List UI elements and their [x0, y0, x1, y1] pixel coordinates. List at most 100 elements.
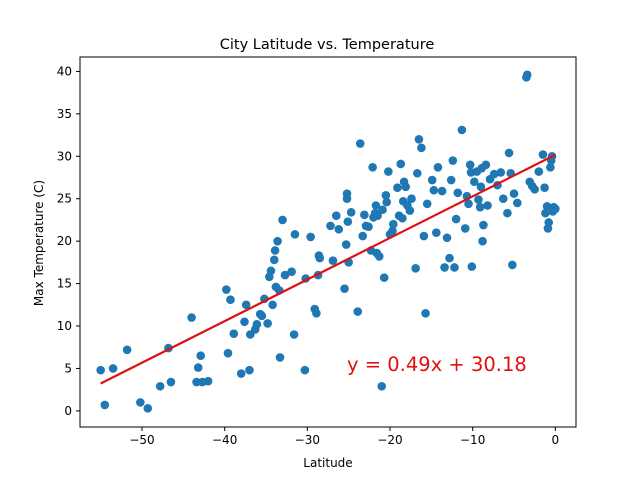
data-point — [442, 233, 452, 243]
data-point — [479, 220, 488, 230]
y-tick-label: 30 — [57, 149, 72, 163]
data-point — [422, 199, 432, 209]
data-point — [203, 376, 213, 386]
x-tick-label: 0 — [552, 433, 560, 447]
data-point — [241, 300, 251, 310]
data-point — [407, 194, 416, 204]
data-point — [530, 185, 539, 194]
data-point — [268, 300, 277, 310]
data-point — [269, 255, 279, 265]
data-point — [263, 319, 272, 328]
data-point — [419, 231, 429, 241]
data-point — [245, 365, 254, 375]
data-point — [440, 263, 449, 272]
data-point — [278, 215, 287, 225]
data-point — [467, 262, 477, 271]
data-point — [542, 202, 552, 211]
data-point — [379, 273, 389, 282]
x-tick-label: −40 — [212, 433, 237, 447]
data-point — [476, 182, 486, 192]
data-point — [522, 70, 532, 80]
x-axis-label: Latitude — [303, 456, 352, 470]
data-point — [229, 329, 239, 338]
data-point — [273, 236, 282, 246]
data-point — [429, 185, 439, 195]
y-tick-label: 5 — [64, 361, 72, 375]
data-point — [328, 256, 338, 265]
data-point — [280, 270, 290, 280]
data-point — [270, 246, 280, 255]
data-point — [143, 404, 153, 413]
data-point — [460, 224, 470, 233]
data-point — [396, 159, 406, 169]
data-point — [384, 167, 393, 176]
data-point — [342, 189, 352, 198]
data-point — [464, 199, 473, 209]
data-point — [300, 365, 310, 375]
chart-title: City Latitude vs. Temperature — [220, 37, 435, 53]
data-point — [360, 210, 369, 220]
x-tick-label: −50 — [129, 433, 154, 447]
plot-frame — [79, 56, 577, 428]
data-point — [389, 219, 398, 229]
x-tick-label: −30 — [295, 433, 320, 447]
data-point — [343, 217, 353, 226]
data-point — [355, 139, 365, 148]
data-point — [453, 188, 463, 198]
data-point — [275, 353, 285, 362]
data-point — [534, 167, 544, 176]
data-point — [508, 260, 517, 270]
data-point — [374, 252, 384, 261]
y-tick-label: 10 — [57, 319, 72, 333]
data-point — [433, 163, 443, 172]
y-tick-label: 15 — [57, 277, 72, 291]
data-point — [364, 222, 373, 232]
data-point — [266, 266, 276, 276]
data-point — [489, 169, 499, 179]
data-point — [388, 226, 397, 236]
y-axis: 0 5 10 15 20 25 30 35 40 — [57, 64, 80, 418]
x-tick-label: −10 — [460, 433, 485, 447]
data-point — [478, 236, 487, 246]
data-point — [222, 285, 231, 294]
data-point — [475, 202, 485, 212]
data-point — [496, 168, 506, 177]
data-point — [437, 186, 447, 196]
data-point — [331, 211, 341, 220]
data-point — [421, 308, 430, 318]
x-tick-label: −20 — [377, 433, 402, 447]
data-point — [481, 160, 491, 170]
data-point — [377, 381, 387, 391]
data-point — [341, 240, 351, 249]
data-point — [427, 175, 437, 185]
data-point — [401, 182, 411, 192]
data-point — [196, 351, 205, 361]
data-point — [541, 208, 550, 218]
y-tick-label: 40 — [57, 64, 72, 78]
data-point — [451, 214, 461, 224]
data-point — [498, 194, 508, 204]
data-point — [474, 195, 483, 204]
data-point — [450, 263, 459, 272]
data-point — [100, 400, 110, 410]
data-point — [381, 191, 391, 200]
y-axis-label: Max Temperature (C) — [32, 180, 46, 306]
data-point — [368, 163, 377, 172]
data-point — [155, 381, 165, 391]
data-point — [414, 135, 424, 144]
data-point — [378, 205, 387, 215]
data-point — [236, 369, 246, 378]
data-point — [431, 228, 441, 237]
y-tick-label: 25 — [57, 192, 72, 206]
data-point — [465, 160, 475, 170]
regression-layer — [100, 153, 556, 385]
y-tick-label: 0 — [64, 404, 72, 418]
data-point — [166, 377, 176, 387]
points-layer — [96, 70, 560, 413]
data-point — [405, 206, 415, 215]
data-point — [382, 197, 391, 207]
data-point — [504, 148, 514, 158]
data-point — [393, 183, 402, 192]
data-point — [358, 231, 368, 241]
